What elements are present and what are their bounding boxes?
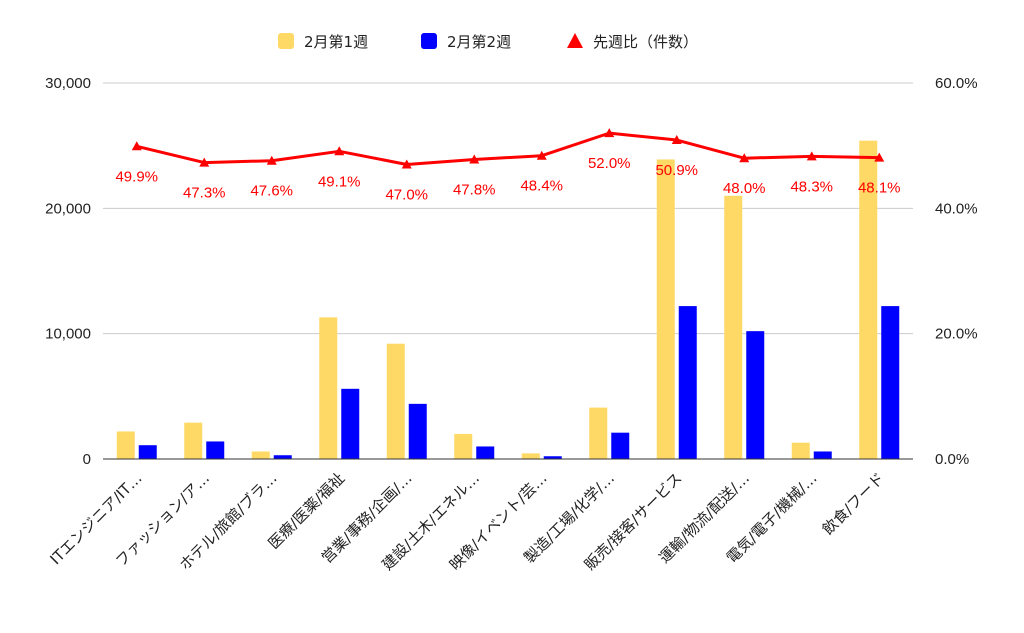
- legend-label: 先週比（件数）: [593, 33, 698, 51]
- y-right-tick-label: 60.0%: [935, 75, 978, 92]
- legend: 2月第1週 2月第2週 先週比（件数）: [278, 33, 698, 51]
- bar-2-6: [476, 446, 495, 459]
- legend-item-3: 先週比（件数）: [567, 33, 698, 51]
- bar-2-12: [881, 306, 900, 459]
- legend-swatch: [421, 33, 437, 49]
- bar-1-7: [521, 453, 540, 459]
- bar-2-3: [273, 455, 292, 459]
- bar-2-5: [408, 403, 427, 459]
- legend-item-1: 2月第1週: [278, 33, 368, 51]
- bar-1-3: [251, 451, 270, 459]
- y-right-tick-label: 20.0%: [935, 326, 978, 343]
- ratio-data-label: 47.8%: [453, 181, 496, 198]
- bar-2-4: [341, 388, 360, 459]
- y-right-tick-label: 40.0%: [935, 200, 978, 217]
- legend-item-2: 2月第2週: [421, 33, 511, 51]
- legend-label: 2月第1週: [304, 33, 368, 51]
- ratio-data-label: 49.9%: [115, 168, 158, 185]
- x-axis: ITエンジニア/IT…ファッション/ア…ホテル/旅館/ブラ…医療/医薬/福祉営業…: [46, 469, 888, 574]
- ratio-marker-10: [739, 153, 750, 163]
- bar-1-4: [319, 317, 338, 459]
- bar-2-11: [813, 451, 832, 459]
- bar-1-5: [386, 343, 405, 459]
- ratio-marker-8: [604, 128, 615, 138]
- bar-2-2: [206, 441, 225, 459]
- bar-1-9: [656, 159, 675, 459]
- bar-1-2: [184, 422, 203, 459]
- ratio-marker-3: [266, 155, 277, 165]
- y-left-tick-label: 20,000: [45, 200, 91, 217]
- ratio-line: [136, 131, 880, 166]
- bar-2-9: [678, 306, 697, 459]
- ratio-marker-1: [131, 141, 142, 151]
- ratio-marker-4: [334, 146, 345, 156]
- legend-triangle-icon: [567, 33, 583, 48]
- bar-2-7: [543, 456, 562, 459]
- ratio-data-label: 48.3%: [790, 178, 833, 195]
- bar-2-10: [746, 331, 765, 459]
- legend-label: 2月第2週: [447, 33, 511, 51]
- bar-1-12: [859, 140, 878, 460]
- bar-2-8: [611, 432, 630, 459]
- ratio-marker-2: [199, 157, 210, 167]
- ratio-data-label: 49.1%: [318, 173, 361, 190]
- bar-series: [116, 140, 900, 460]
- line-series: 49.9% 47.3% 47.6% 49.1% 47.0% 47.8% 48.4% 52.0%…: [115, 128, 901, 203]
- ratio-data-label: 47.6%: [250, 183, 293, 200]
- bar-1-6: [454, 433, 473, 459]
- y-left-tick-label: 10,000: [45, 326, 91, 343]
- ratio-data-label: 48.1%: [858, 180, 901, 197]
- y-axis-right: 0.0% 20.0% 40.0% 60.0%: [935, 75, 978, 468]
- y-axis-left: 0 10,000 20,000 30,000: [45, 75, 91, 468]
- ratio-marker-12: [874, 152, 885, 162]
- y-left-tick-label: 30,000: [45, 75, 91, 92]
- ratio-marker-9: [671, 135, 682, 145]
- y-left-tick-label: 0: [83, 451, 91, 468]
- ratio-data-label: 48.0%: [723, 180, 766, 197]
- bar-1-1: [116, 431, 135, 459]
- ratio-data-label: 47.3%: [183, 185, 226, 202]
- bar-1-10: [724, 195, 743, 460]
- bar-1-11: [791, 442, 810, 459]
- bar-1-8: [589, 407, 608, 459]
- ratio-marker-5: [401, 159, 412, 169]
- ratio-marker-11: [806, 151, 817, 161]
- ratio-data-label: 50.9%: [655, 162, 698, 179]
- ratio-marker-6: [469, 154, 480, 164]
- ratio-data-label: 48.4%: [520, 178, 563, 195]
- ratio-marker-7: [536, 150, 547, 160]
- y-right-tick-label: 0.0%: [935, 451, 969, 468]
- legend-swatch: [278, 33, 294, 49]
- gridlines: [103, 82, 913, 335]
- ratio-data-label: 47.0%: [385, 186, 428, 203]
- ratio-data-label: 52.0%: [588, 155, 631, 172]
- bar-2-1: [138, 445, 157, 459]
- x-tick-label: 飲食/フード: [819, 469, 888, 538]
